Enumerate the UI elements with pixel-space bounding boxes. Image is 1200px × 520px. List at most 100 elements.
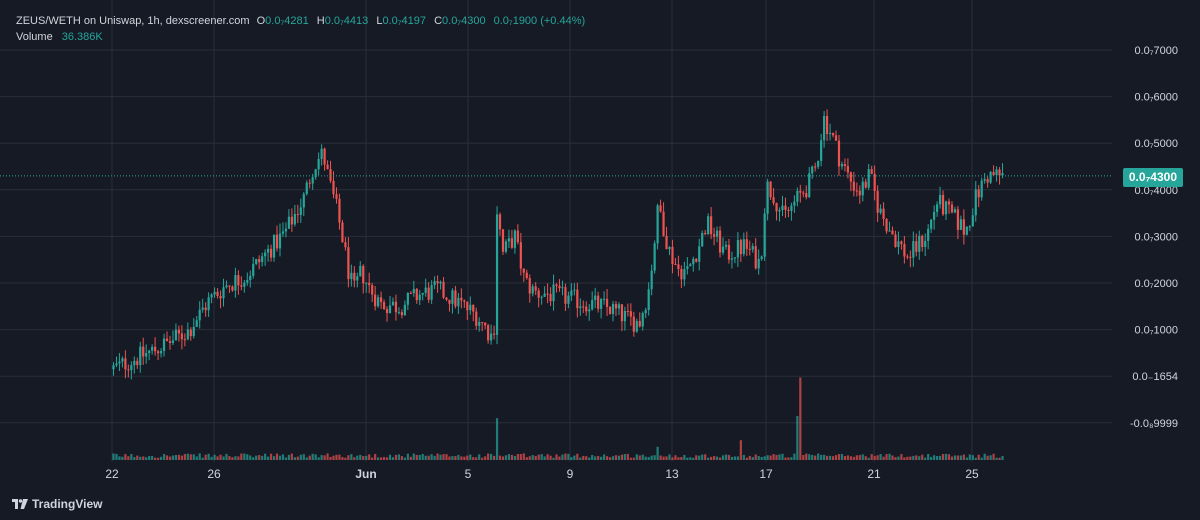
volume-bar	[338, 454, 341, 460]
volume-bar	[837, 454, 841, 460]
volume-bar	[808, 454, 811, 460]
candle-body	[745, 239, 748, 249]
volume-bar	[867, 457, 870, 460]
candle-body	[983, 179, 986, 181]
candle-body	[805, 193, 808, 198]
volume-bar	[246, 454, 249, 460]
volume-bar	[159, 456, 163, 460]
tradingview-brand[interactable]: TradingView	[12, 497, 102, 511]
volume-bar	[237, 456, 240, 460]
candle-body	[341, 222, 344, 243]
candle-body	[674, 264, 677, 266]
candle-body	[549, 294, 552, 302]
candle-body	[817, 160, 820, 167]
volume-bar	[382, 457, 386, 460]
volume-bar	[162, 454, 166, 460]
volume-bar	[469, 454, 472, 460]
candle-body	[570, 290, 573, 296]
volume-bar	[365, 455, 368, 460]
candle-body	[713, 234, 716, 237]
volume-bar	[154, 457, 157, 460]
candle-body	[332, 180, 335, 195]
volume-bar	[510, 454, 514, 460]
candle-body	[721, 246, 725, 253]
volume-bar	[148, 456, 151, 460]
volume-bar	[412, 453, 415, 460]
candle-body	[971, 215, 974, 227]
candle-body	[567, 295, 570, 304]
volume-bar	[231, 457, 234, 460]
volume-bar	[876, 455, 879, 460]
candle-body	[849, 172, 852, 182]
volume-bar	[992, 453, 995, 460]
volume-bar	[177, 454, 180, 460]
y-tick-label: 0.0₇2000	[1134, 278, 1178, 290]
volume-bar	[481, 457, 484, 460]
candle-body	[195, 320, 198, 327]
candle-body	[507, 238, 511, 242]
volume-bar	[198, 453, 201, 460]
candle-body	[400, 312, 403, 316]
volume-bar	[124, 454, 127, 460]
volume-bar	[391, 457, 395, 460]
candle-body	[302, 194, 305, 208]
volume-bar	[356, 455, 359, 460]
candle-body	[870, 169, 873, 174]
volume-bar	[210, 456, 213, 460]
candle-body	[269, 248, 273, 258]
volume-bar	[573, 455, 576, 460]
candle-body	[617, 304, 621, 309]
candle-body	[192, 326, 195, 337]
candle-body	[460, 297, 463, 301]
candle-body	[124, 358, 127, 370]
candle-body	[760, 256, 763, 259]
volume-bar	[156, 457, 160, 460]
volume-bar	[754, 454, 757, 460]
candle-body	[154, 346, 157, 352]
candle-body	[742, 239, 745, 255]
volume-bar	[864, 456, 867, 460]
candle-body	[748, 248, 751, 250]
candle-body	[704, 233, 707, 235]
volume-bar	[638, 455, 641, 460]
candle-body	[837, 140, 841, 167]
candle-body	[365, 282, 368, 284]
candle-body	[555, 284, 558, 286]
candle-body	[537, 290, 540, 298]
candle-body	[519, 242, 522, 269]
volume-bar	[507, 454, 511, 460]
volume-bar	[888, 453, 891, 460]
volume-bar	[350, 454, 353, 460]
volume-bar	[537, 454, 540, 460]
candle-body	[329, 169, 332, 181]
volume-bar	[174, 454, 178, 460]
candle-body	[213, 291, 216, 295]
volume-bar	[335, 454, 338, 460]
candle-body	[873, 173, 876, 191]
volume-bar	[834, 455, 838, 460]
volume-bar	[903, 457, 906, 460]
y-tick-label: -0.0₈9999	[1130, 418, 1178, 430]
candle-body	[867, 169, 870, 188]
volume-bar	[457, 454, 460, 460]
volume-bar	[986, 455, 989, 460]
volume-bar	[403, 457, 406, 460]
candle-body	[513, 230, 516, 248]
volume-bar	[713, 456, 716, 460]
candle-body	[692, 258, 695, 265]
volume-bar	[504, 455, 508, 460]
volume-bar	[653, 455, 656, 460]
candle-body	[998, 169, 1001, 176]
volume-bar	[415, 454, 418, 460]
volume-bar	[882, 456, 885, 460]
candle-body	[1001, 173, 1004, 176]
volume-bar	[371, 457, 374, 460]
candle-body	[936, 204, 939, 212]
volume-bar	[281, 454, 285, 460]
candle-body	[424, 287, 427, 293]
candle-body	[481, 322, 484, 324]
volume-bar	[555, 454, 558, 460]
candle-body	[915, 241, 918, 252]
